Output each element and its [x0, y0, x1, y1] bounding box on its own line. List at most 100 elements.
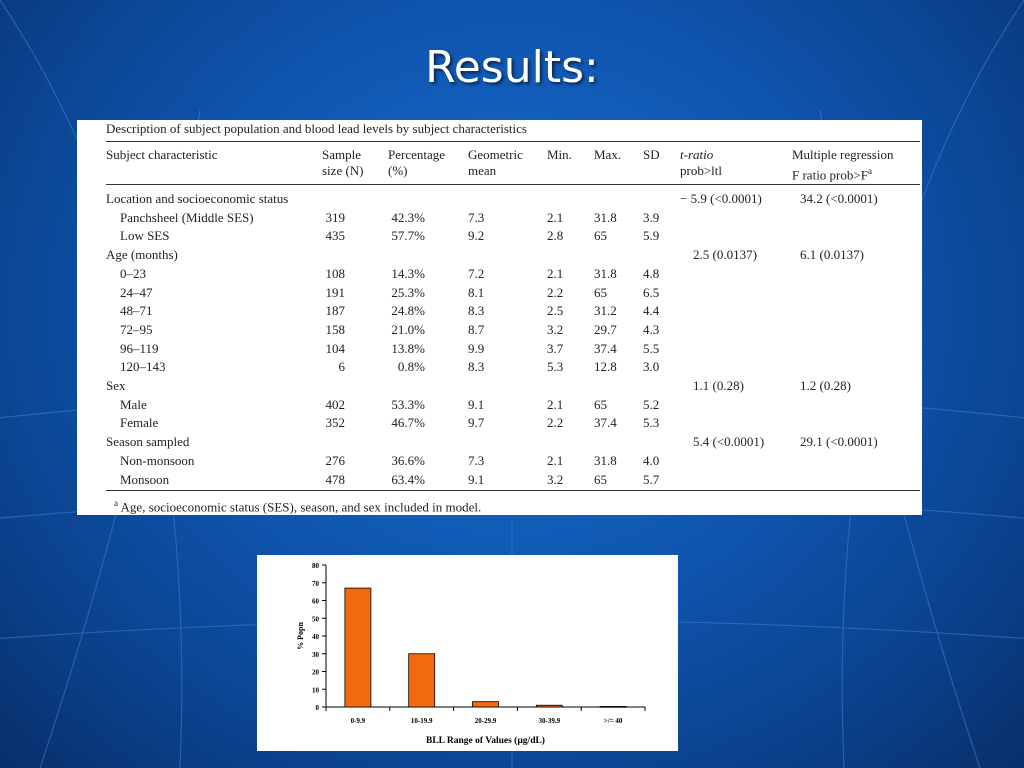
x-axis-label: BLL Range of Values (µg/dL) — [426, 735, 545, 746]
cell-percentage: 0.8% — [397, 359, 425, 375]
y-tick-label: 40 — [312, 633, 320, 641]
cell-geometric-mean: 9.7 — [468, 415, 485, 431]
cell-max: 65 — [594, 471, 607, 487]
header-characteristic: Subject characteristic — [106, 147, 218, 162]
header-max: Max. — [594, 147, 622, 162]
y-tick-label: 10 — [312, 686, 320, 694]
cell-sample-size: 187 — [325, 303, 346, 319]
table-row-label: 0–23 — [120, 265, 146, 281]
y-axis-label: % Popn — [296, 622, 305, 650]
header-t-line2: prob>ltl — [680, 163, 722, 178]
cell-min: 2.1 — [547, 452, 564, 468]
cell-geometric-mean: 8.1 — [468, 284, 485, 300]
cell-sd: 6.5 — [643, 284, 660, 300]
cell-sample-size: 104 — [325, 340, 346, 356]
header-sample-line1: Sample — [322, 147, 361, 162]
cell-max: 37.4 — [594, 415, 617, 431]
table-bottom-rule — [106, 490, 920, 491]
header-multiple-regression: Multiple regression F ratio prob>Fa — [792, 147, 893, 183]
cell-sample-size: 158 — [325, 321, 346, 337]
cell-max: 31.2 — [594, 303, 617, 319]
cell-sample-size: 276 — [325, 452, 346, 468]
cell-max: 31.8 — [594, 265, 617, 281]
cell-max: 65 — [594, 228, 607, 244]
cell-sd: 5.7 — [643, 471, 660, 487]
cell-sd: 5.2 — [643, 396, 660, 412]
cell-sample-size: 191 — [325, 284, 346, 300]
cell-geometric-mean: 7.3 — [468, 452, 485, 468]
y-tick-label: 50 — [312, 615, 320, 623]
cell-sd: 5.9 — [643, 228, 660, 244]
cell-t-ratio: 1.1 (0.28) — [693, 378, 744, 393]
table-row-label: Low SES — [120, 228, 170, 244]
cell-percentage: 21.0% — [391, 321, 425, 337]
cell-sd: 3.9 — [643, 209, 660, 225]
cell-f-ratio: 29.1 (<0.0001) — [800, 434, 878, 450]
footnote-text: Age, socioeconomic status (SES), season,… — [120, 499, 482, 515]
cell-sd: 4.8 — [643, 265, 660, 281]
table-row-label: 96–119 — [120, 340, 159, 356]
cell-sample-size: 435 — [325, 228, 346, 244]
y-tick-label: 30 — [312, 651, 320, 659]
table-row-label: Male — [120, 396, 147, 412]
cell-max: 37.4 — [594, 340, 617, 356]
cell-max: 12.8 — [594, 359, 617, 375]
cell-sample-size: 6 — [338, 359, 346, 375]
table-group-label: Season sampled — [106, 434, 190, 450]
table-group-label: Age (months) — [106, 247, 178, 263]
cell-geometric-mean: 9.2 — [468, 228, 485, 244]
cell-percentage: 14.3% — [391, 265, 425, 281]
table-row-label: 72–95 — [120, 321, 153, 337]
cell-geometric-mean: 8.3 — [468, 303, 485, 319]
cell-sample-size: 108 — [325, 265, 346, 281]
bll-bar-chart: 0 10 20 30 40 50 60 70 80 0-9.9 10-19.9 20-29.9 30-3… — [257, 555, 678, 751]
header-mr-line2: F ratio prob>F — [792, 167, 868, 183]
cell-sd: 4.4 — [643, 303, 660, 319]
table-row-label: Non-monsoon — [120, 452, 195, 468]
header-geometric-line1: Geometric — [468, 147, 523, 162]
x-tick-label: >/= 40 — [604, 717, 623, 725]
cell-percentage: 57.7% — [391, 228, 425, 244]
bar — [408, 653, 436, 708]
cell-max: 65 — [594, 284, 607, 300]
cell-min: 2.2 — [547, 415, 564, 431]
cell-f-ratio: 34.2 (<0.0001) — [800, 191, 878, 206]
cell-max: 31.8 — [594, 209, 617, 225]
cell-t-ratio: 2.5 (0.0137) — [693, 247, 757, 263]
cell-sample-size: 402 — [325, 396, 346, 412]
cell-sd: 5.3 — [643, 415, 660, 431]
header-mr-line1: Multiple regression — [792, 147, 894, 162]
y-tick-label: 20 — [312, 669, 320, 677]
header-sd: SD — [643, 147, 660, 162]
cell-percentage: 13.8% — [391, 340, 425, 356]
y-tick-label: 80 — [312, 562, 320, 570]
cell-percentage: 24.8% — [391, 303, 425, 319]
bar — [535, 704, 563, 708]
cell-sd: 4.3 — [643, 321, 660, 337]
bll-chart-svg: 0 10 20 30 40 50 60 70 80 0-9.9 10-19.9 20-29.9 30-3… — [296, 562, 646, 746]
cell-max: 31.8 — [594, 452, 617, 468]
table-row-label: 120–143 — [120, 359, 166, 375]
table-top-rule — [106, 141, 920, 142]
header-t-ratio: t-ratio prob>ltl — [680, 147, 722, 179]
table-group-label: Sex — [106, 378, 126, 393]
table-row-label: 48–71 — [120, 303, 153, 319]
cell-geometric-mean: 8.7 — [468, 321, 485, 337]
header-geometric-mean: Geometric mean — [468, 147, 523, 179]
header-t-line1: t-ratio — [680, 147, 714, 162]
cell-percentage: 63.4% — [391, 471, 425, 487]
table-row-label: Monsoon — [120, 471, 170, 487]
cell-percentage: 36.6% — [391, 452, 425, 468]
cell-f-ratio: 1.2 (0.28) — [800, 378, 851, 393]
table-group-label: Location and socioeconomic status — [106, 191, 289, 206]
cell-geometric-mean: 9.9 — [468, 340, 485, 356]
slide-title: Results: — [425, 42, 599, 93]
header-sample-size: Sample size (N) — [322, 147, 364, 179]
cell-f-ratio: 6.1 (0.0137) — [800, 247, 864, 263]
cell-min: 2.1 — [547, 396, 564, 412]
cell-min: 2.8 — [547, 228, 564, 244]
table-row-label: Female — [120, 415, 159, 431]
cell-min: 3.2 — [547, 471, 564, 487]
cell-min: 3.7 — [547, 340, 564, 356]
cell-min: 5.3 — [547, 359, 564, 375]
